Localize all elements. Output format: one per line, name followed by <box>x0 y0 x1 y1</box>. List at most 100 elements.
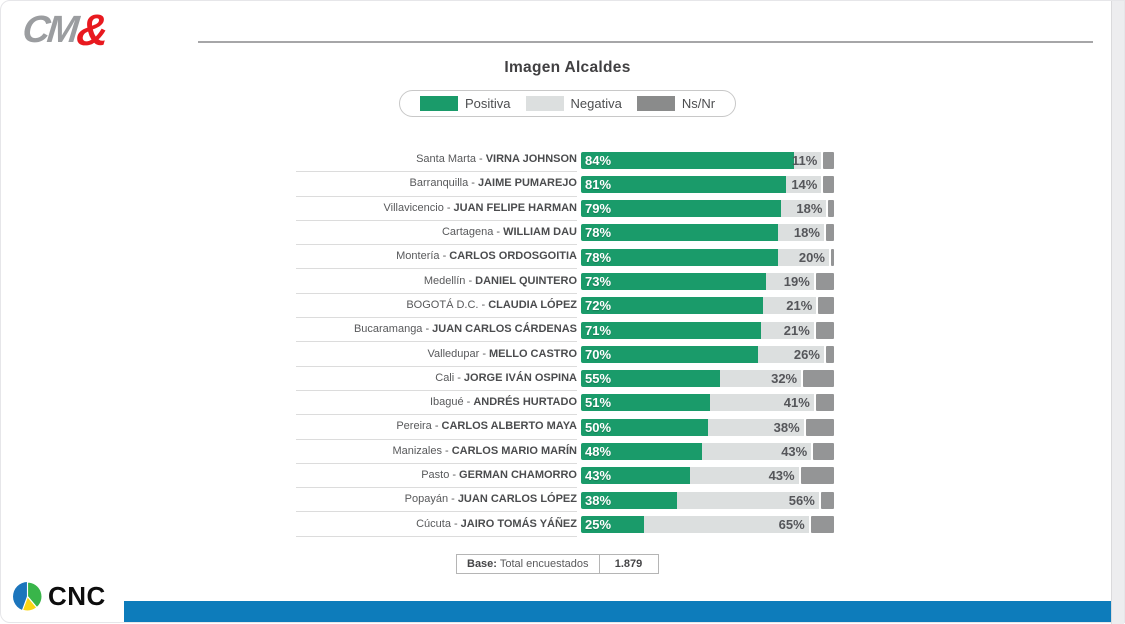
row-label: Cúcuta - JAIRO TOMÁS YÁÑEZ <box>296 512 577 537</box>
row-label: Ibagué - ANDRÉS HURTADO <box>296 391 577 416</box>
legend-swatch-nsnr <box>636 96 675 111</box>
bar-segment-positiva: 51% <box>581 394 711 412</box>
row-label: Montería - CARLOS ORDOSGOITIA <box>296 245 577 270</box>
bar-segment-positiva: 25% <box>581 515 645 533</box>
row-bar: 73% 19% <box>581 272 834 290</box>
chart-row: Cúcuta - JAIRO TOMÁS YÁÑEZ 25% 65% <box>296 512 834 537</box>
row-mayor: DANIEL QUINTERO <box>475 274 577 287</box>
cmand-logo: CM& <box>20 3 109 55</box>
legend-item-negativa: Negativa <box>525 96 622 111</box>
row-mayor: WILLIAM DAU <box>503 226 577 239</box>
chart-row: BOGOTÁ D.C. - CLAUDIA LÓPEZ 72% 21% <box>296 294 834 319</box>
row-label: BOGOTÁ D.C. - CLAUDIA LÓPEZ <box>296 294 577 319</box>
chart-row: Bucaramanga - JUAN CARLOS CÁRDENAS 71% 2… <box>296 318 834 343</box>
base-note-value: 1.879 <box>598 555 658 573</box>
bar-segment-nsnr <box>825 224 834 242</box>
chart-row: Santa Marta - VIRNA JOHNSON 84% 11% <box>296 148 834 173</box>
cmand-logo-cm: CM <box>20 9 79 51</box>
bar-segment-negativa <box>785 175 822 193</box>
bar-negativa-value: 19% <box>783 273 810 289</box>
row-city: Cúcuta - <box>416 517 458 530</box>
bar-negativa-value: 18% <box>793 225 820 241</box>
row-label: Manizales - CARLOS MARIO MARÍN <box>296 440 577 464</box>
bar-segment-negativa <box>677 491 819 509</box>
bar-segment-negativa <box>758 345 824 363</box>
bar-segment-positiva: 79% <box>581 200 781 218</box>
row-mayor: JORGE IVÁN OSPINA <box>463 371 577 384</box>
row-bar: 81% 14% <box>581 175 834 193</box>
legend-label-positiva: Positiva <box>464 96 511 111</box>
row-bar: 79% 18% <box>581 200 834 218</box>
bar-segment-negativa <box>765 272 814 290</box>
row-label: Barranquilla - JAIME PUMAREJO <box>296 172 577 197</box>
chart-row: Pasto - GERMAN CHAMORRO 43% 43% <box>296 464 834 489</box>
row-bar: 25% 65% <box>581 515 834 533</box>
row-mayor: JUAN CARLOS CÁRDENAS <box>432 323 577 336</box>
row-mayor: JUAN CARLOS LÓPEZ <box>457 493 577 506</box>
row-label: Pereira - CARLOS ALBERTO MAYA <box>296 415 577 440</box>
bar-segment-nsnr <box>815 394 834 412</box>
row-label: Medellín - DANIEL QUINTERO <box>296 269 577 294</box>
row-mayor: MELLO CASTRO <box>489 347 577 360</box>
bar-negativa-value: 41% <box>783 395 810 411</box>
row-bar: 55% 32% <box>581 370 834 388</box>
bar-segment-nsnr <box>818 297 834 315</box>
bar-segment-nsnr <box>815 321 834 339</box>
row-mayor: JUAN FELIPE HARMAN <box>453 201 577 214</box>
legend-label-negativa: Negativa <box>570 96 622 111</box>
bar-segment-negativa <box>778 248 829 266</box>
chart-row: Cali - JORGE IVÁN OSPINA 55% 32% <box>296 367 834 391</box>
chart-legend: Positiva Negativa Ns/Nr <box>398 90 737 117</box>
row-label: Santa Marta - VIRNA JOHNSON <box>296 148 577 173</box>
bar-segment-positiva: 72% <box>581 297 764 315</box>
chart-row: Ibagué - ANDRÉS HURTADO 51% 41% <box>296 391 834 416</box>
bar-segment-nsnr <box>815 272 834 290</box>
bar-segment-negativa <box>702 443 812 461</box>
base-note-label: Base: <box>467 558 497 570</box>
row-city: Montería - <box>396 250 447 263</box>
chart-row: Manizales - CARLOS MARIO MARÍN 48% 43% <box>296 440 834 464</box>
row-city: Ibagué - <box>429 396 471 409</box>
bar-chart: Santa Marta - VIRNA JOHNSON 84% 11% Barr… <box>296 148 834 537</box>
row-city: Pereira - <box>396 420 439 433</box>
base-note: Base: Total encuestados 1.879 <box>456 554 659 574</box>
cnc-logo-icon <box>13 582 42 611</box>
row-mayor: ANDRÉS HURTADO <box>473 396 577 409</box>
bottom-accent-bar <box>124 601 1113 622</box>
cnc-logo-text: CNC <box>48 581 106 611</box>
chart-row: Medellín - DANIEL QUINTERO 73% 19% <box>296 269 834 294</box>
bar-segment-negativa <box>689 467 799 485</box>
bar-segment-negativa <box>707 418 804 436</box>
bar-segment-negativa <box>760 321 814 339</box>
bar-segment-negativa <box>720 370 802 388</box>
chart-row: Barranquilla - JAIME PUMAREJO 81% 14% <box>296 172 834 197</box>
legend-swatch-negativa <box>525 96 564 111</box>
bar-segment-nsnr <box>825 345 834 363</box>
chart-row: Popayán - JUAN CARLOS LÓPEZ 38% 56% <box>296 488 834 513</box>
row-bar: 72% 21% <box>581 297 834 315</box>
bar-negativa-value: 65% <box>778 516 805 532</box>
bar-segment-negativa <box>710 394 814 412</box>
row-city: Pasto - <box>421 469 457 481</box>
bar-segment-nsnr <box>800 467 834 485</box>
bar-segment-nsnr <box>803 370 834 388</box>
row-mayor: VIRNA JOHNSON <box>485 153 577 166</box>
bar-segment-negativa <box>780 200 827 218</box>
bar-segment-positiva: 78% <box>581 248 779 266</box>
bar-segment-negativa <box>763 297 817 315</box>
row-label: Cali - JORGE IVÁN OSPINA <box>296 367 577 391</box>
row-mayor: CARLOS MARIO MARÍN <box>451 444 577 457</box>
base-note-text: Base: Total encuestados <box>457 555 599 573</box>
bar-segment-positiva: 71% <box>581 321 761 339</box>
bar-segment-positiva: 78% <box>581 224 779 242</box>
row-city: Valledupar - <box>427 347 487 360</box>
chart-row: Montería - CARLOS ORDOSGOITIA 78% 20% <box>296 245 834 270</box>
row-bar: 43% 43% <box>581 467 834 485</box>
bar-negativa-value: 43% <box>768 468 795 484</box>
scrollbar[interactable] <box>1111 1 1124 624</box>
row-label: Bucaramanga - JUAN CARLOS CÁRDENAS <box>296 318 577 343</box>
row-label: Cartagena - WILLIAM DAU <box>296 221 577 246</box>
cmand-logo-ampersand: & <box>74 6 109 55</box>
chart-title: Imagen Alcaldes <box>504 59 631 76</box>
